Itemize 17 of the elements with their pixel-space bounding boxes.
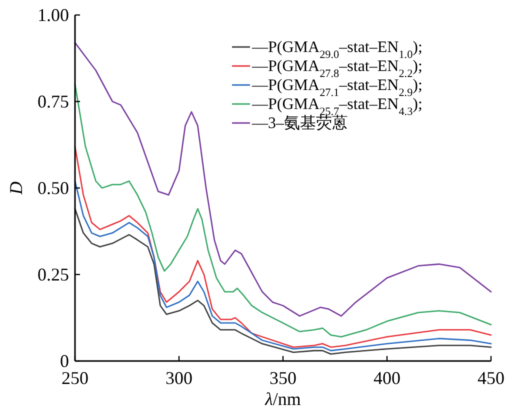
legend-label: —P(GMA$_{27.1}$–stat–EN$_{2.9}$); xyxy=(251,77,422,99)
x-tick-label: 250 xyxy=(62,368,88,388)
line-series xyxy=(74,42,492,317)
x-tick-label: 350 xyxy=(270,368,296,388)
x-axis-title: λ/nm xyxy=(264,389,301,409)
line-series xyxy=(74,208,492,355)
legend-label: —P(GMA$_{29.0}$–stat–EN$_{1.0}$); xyxy=(251,39,422,61)
x-tick-label: 300 xyxy=(166,368,192,388)
legend-label: —P(GMA$_{27.8}$–stat–EN$_{2.2}$); xyxy=(251,58,422,80)
y-tick-label: 0.75 xyxy=(38,92,69,112)
y-tick-label: 0.50 xyxy=(38,178,69,198)
x-tick-label: 450 xyxy=(478,368,504,388)
y-tick-label: 0.25 xyxy=(38,264,69,284)
x-tick-label: 400 xyxy=(374,368,400,388)
y-axis-title: D xyxy=(6,182,26,196)
y-tick-label: 1.00 xyxy=(38,5,69,25)
y-tick-label: 0 xyxy=(60,351,69,371)
